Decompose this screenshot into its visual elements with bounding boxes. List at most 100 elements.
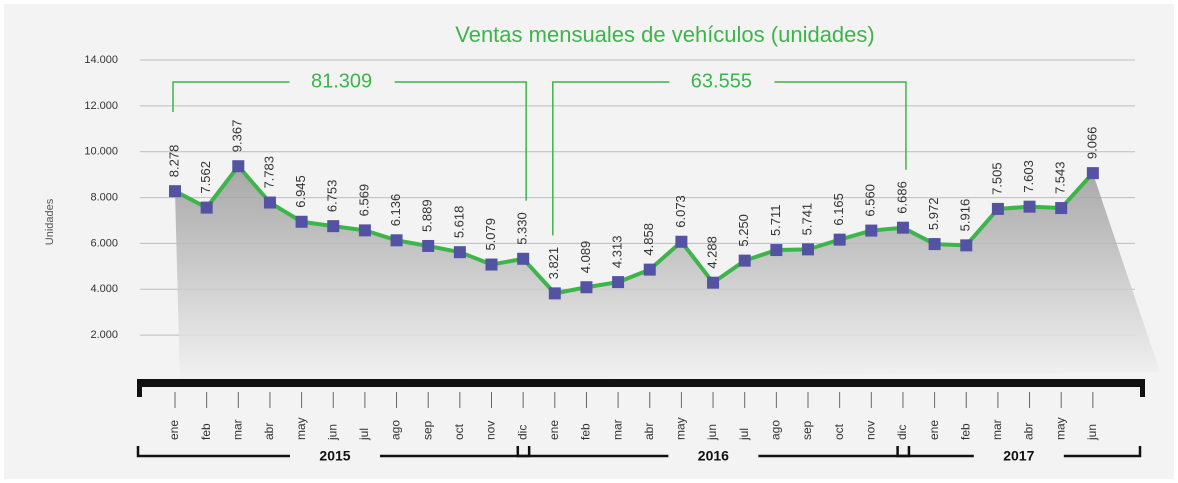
year-label: 2017 (1003, 448, 1034, 464)
point-marker (991, 202, 1004, 215)
point-marker (390, 234, 403, 247)
year-bracket (896, 446, 1142, 458)
total-bracket (172, 81, 527, 201)
point-marker (580, 281, 593, 294)
x-tick-label: mar (610, 419, 624, 440)
data-label: 9.066 (1084, 127, 1099, 160)
data-label: 9.367 (230, 120, 245, 153)
x-tick-label: jul (357, 428, 371, 441)
point-marker (358, 224, 371, 237)
point-marker (770, 244, 783, 257)
data-label: 5.250 (736, 214, 751, 247)
x-tick-label: may (674, 417, 688, 440)
axis-end (137, 379, 142, 397)
x-tick-label: feb (958, 423, 972, 440)
data-label: 7.562 (198, 161, 213, 194)
data-label: 6.686 (894, 181, 909, 214)
x-tick-label: nov (484, 421, 498, 440)
data-label: 6.753 (325, 180, 340, 213)
data-label: 6.073 (673, 195, 688, 228)
point-marker (295, 215, 308, 228)
x-tick-label: abr (642, 423, 656, 440)
point-marker (548, 287, 561, 300)
point-marker (643, 263, 656, 276)
x-tick-label: jun (325, 424, 339, 441)
data-label: 7.783 (261, 156, 276, 189)
point-marker (1086, 167, 1099, 180)
point-marker (896, 221, 909, 234)
x-tick-label: feb (579, 423, 593, 440)
point-marker (738, 254, 751, 267)
data-label: 5.741 (799, 203, 814, 236)
axis-bar (137, 379, 1145, 387)
point-marker (707, 276, 720, 289)
data-label: 6.136 (388, 194, 403, 227)
x-tick-label: oct (832, 423, 846, 440)
x-tick-label: ene (927, 420, 941, 440)
data-label: 6.165 (831, 193, 846, 226)
year-label: 2016 (698, 448, 729, 464)
point-marker (1055, 202, 1068, 215)
point-marker (865, 224, 878, 237)
x-tick-label: sep (420, 420, 434, 440)
x-tick-label: dic (895, 425, 909, 440)
chart-title: Ventas mensuales de vehículos (unidades) (455, 22, 874, 47)
x-tick-label: jul (737, 428, 751, 441)
area-shadow (175, 166, 1160, 381)
x-tick-label: jun (705, 424, 719, 441)
x-tick-label: ene (547, 420, 561, 440)
data-label: 4.858 (641, 223, 656, 256)
total-bracket (552, 81, 907, 236)
point-marker (928, 238, 941, 251)
x-tick-label: ene (167, 420, 181, 440)
y-tick-label: 2.000 (90, 329, 118, 341)
data-label: 7.603 (1021, 160, 1036, 193)
data-label: 6.560 (863, 184, 878, 217)
y-axis-label: Unidades (44, 198, 56, 245)
point-marker (263, 196, 276, 209)
point-marker (802, 243, 814, 256)
data-label: 5.972 (926, 198, 941, 231)
point-marker (485, 258, 498, 271)
axis-end (1140, 379, 1145, 397)
point-marker (327, 220, 340, 233)
data-label: 6.569 (356, 184, 371, 217)
total-label: 63.555 (691, 70, 752, 92)
data-label: 5.330 (515, 212, 530, 245)
x-tick-label: may (294, 417, 308, 440)
point-marker (833, 233, 846, 246)
x-tick-label: mar (230, 419, 244, 440)
point-marker (675, 235, 688, 248)
data-label: 5.889 (420, 199, 435, 232)
data-label: 5.618 (451, 206, 466, 239)
x-tick-label: feb (199, 423, 213, 440)
data-label: 3.821 (546, 247, 561, 280)
y-tick-label: 6.000 (90, 237, 118, 249)
year-label: 2015 (319, 448, 350, 464)
point-marker (422, 239, 435, 252)
data-label: 7.543 (1053, 162, 1068, 195)
x-tick-label: abr (1022, 423, 1036, 440)
x-tick-label: jun (1085, 424, 1099, 441)
point-marker (1023, 200, 1036, 213)
data-label: 4.313 (610, 236, 625, 269)
x-tick-label: may (1053, 417, 1067, 440)
x-tick-label: dic (515, 425, 529, 440)
x-tick-label: ago (769, 420, 783, 440)
point-marker (200, 201, 213, 214)
data-label: 5.079 (483, 218, 498, 251)
data-label: 5.711 (768, 204, 783, 236)
data-label: 5.916 (958, 199, 973, 232)
x-tick-label: oct (452, 423, 466, 440)
point-marker (232, 160, 245, 173)
point-marker (169, 185, 181, 198)
data-label: 4.288 (704, 236, 719, 269)
data-label: 8.278 (166, 145, 181, 178)
y-tick-label: 10.000 (84, 146, 118, 158)
data-label: 4.089 (578, 241, 593, 274)
point-marker (960, 239, 973, 252)
data-label: 6.945 (293, 175, 308, 208)
y-tick-label: 4.000 (90, 283, 118, 295)
point-marker (453, 246, 466, 259)
y-tick-label: 14.000 (84, 54, 118, 66)
